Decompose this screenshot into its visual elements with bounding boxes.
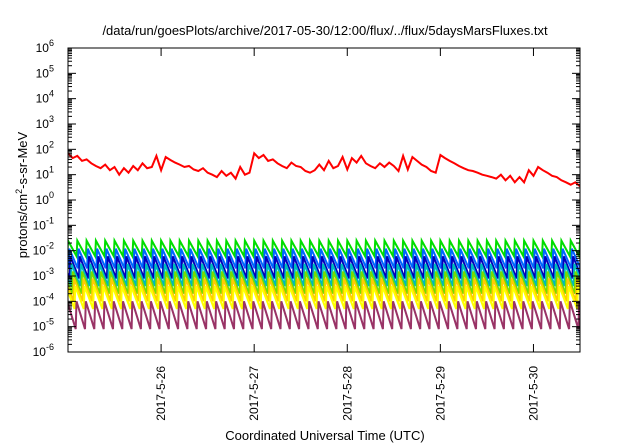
- y-tick-label: 105: [36, 63, 54, 80]
- y-tick-label: 10-3: [33, 266, 54, 283]
- series-line-5: [68, 263, 580, 287]
- svg-text:protons/cm2-s-sr-MeV: protons/cm2-s-sr-MeV: [14, 131, 30, 258]
- x-tick-label: 2017-5-30: [526, 366, 540, 421]
- series-line-4: [68, 255, 580, 279]
- x-tick-label: 2017-5-26: [154, 366, 168, 421]
- series-line-3: [68, 248, 580, 269]
- y-tick-label: 101: [36, 165, 54, 182]
- chart-title: /data/run/goesPlots/archive/2017-05-30/1…: [102, 23, 548, 38]
- y-tick-label: 10-1: [33, 215, 54, 232]
- x-tick-label: 2017-5-27: [247, 366, 261, 421]
- y-tick-label: 106: [36, 38, 54, 55]
- y-tick-label: 10-4: [33, 291, 54, 308]
- x-tick-label: 2017-5-28: [340, 366, 354, 421]
- series-line-1: [68, 151, 580, 187]
- x-axis-label: Coordinated Universal Time (UTC): [225, 428, 424, 443]
- series-line-9: [68, 301, 580, 330]
- y-tick-label: 104: [36, 89, 54, 106]
- y-tick-label: 10-2: [33, 241, 54, 258]
- y-tick-label: 100: [36, 190, 54, 207]
- series-line-7: [68, 278, 580, 302]
- series-line-2: [68, 236, 580, 260]
- y-axis-label: protons/cm2-s-sr-MeV: [14, 131, 30, 258]
- y-tick-label: 102: [36, 139, 54, 156]
- y-tick-label: 10-6: [33, 342, 54, 359]
- axes-layer: 10-6 10-5 10-4 10-3 10-2 10-1 100 101 102 103 104 1…: [33, 38, 581, 421]
- y-tick-label: 103: [36, 114, 54, 131]
- series-line-8: [68, 285, 580, 310]
- series-line-6: [68, 271, 580, 295]
- x-tick-label: 2017-5-29: [433, 366, 447, 421]
- y-tick-label: 10-5: [33, 317, 54, 334]
- series-layer: [68, 151, 580, 330]
